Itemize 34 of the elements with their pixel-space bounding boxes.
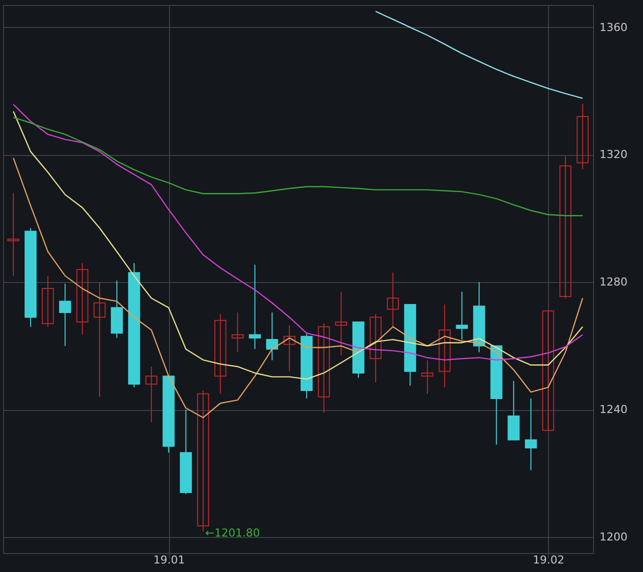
candlestick [214,314,226,394]
candlestick [76,262,88,336]
candlestick [283,324,296,372]
candlestick [421,360,434,394]
candlestick [232,312,244,353]
candlestick [370,314,382,384]
y-tick-label: 1360 [600,20,628,34]
candlestick [318,323,330,414]
x-tick-label: 19.02 [532,554,564,566]
candlestick [524,398,537,471]
line-series [12,116,584,216]
candlestick [576,103,589,170]
line-series [12,157,584,418]
candlestick [542,310,554,431]
annotation: ←1201.80 [205,526,260,540]
y-tick-label: 1280 [600,276,628,289]
candlestick [59,283,72,346]
y-tick-label: 1320 [600,148,628,162]
y-tick-label: 1200 [600,530,628,544]
candlestick [42,275,54,328]
line-series [375,10,584,99]
y-tick-label: 1240 [600,403,628,416]
candlestick [559,156,572,299]
candlestick [438,304,451,388]
candlestick [456,291,468,340]
candlestick [266,312,278,361]
candlestick [386,272,399,328]
candlestick [7,192,20,276]
candlestick [248,264,261,350]
candlestick [508,380,520,440]
candlestick [94,282,106,398]
candlestick [335,291,348,356]
x-tick-label: 19.01 [153,554,185,566]
candlestick [145,366,158,423]
